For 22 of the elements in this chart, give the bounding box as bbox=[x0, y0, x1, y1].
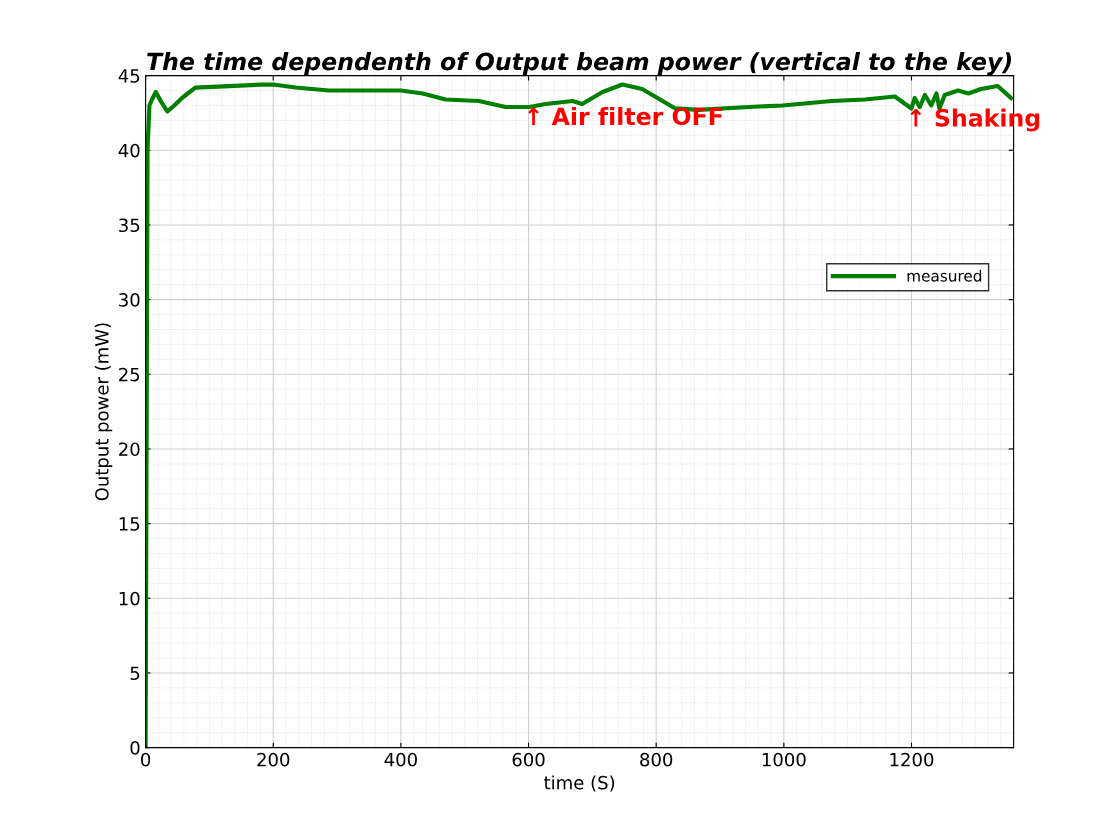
y-tick-label: 10 bbox=[119, 591, 140, 606]
y-tick-label: 15 bbox=[119, 517, 140, 531]
y-tick-label: 5 bbox=[130, 666, 140, 681]
y-tick-label: 20 bbox=[119, 442, 140, 457]
y-tick-label: 0 bbox=[130, 741, 140, 755]
x-tick-label: 1200 bbox=[890, 752, 934, 767]
x-axis-title: time (S) bbox=[544, 775, 615, 792]
x-tick-label: 800 bbox=[640, 752, 673, 767]
y-tick-label: 35 bbox=[119, 218, 140, 233]
x-tick-label: 1000 bbox=[762, 752, 806, 767]
annotation: ↑ Air filter OFF bbox=[528, 106, 722, 126]
x-tick-label: 200 bbox=[257, 752, 290, 767]
y-axis-title: Output power (mW) bbox=[94, 323, 113, 501]
legend-label: measured bbox=[907, 269, 982, 282]
x-tick-label: 600 bbox=[512, 752, 545, 767]
x-tick-label: 400 bbox=[384, 752, 417, 767]
y-tick-label: 30 bbox=[119, 293, 140, 307]
x-tick-label: 0 bbox=[141, 752, 151, 767]
y-tick-label: 45 bbox=[118, 69, 140, 83]
y-tick-label: 25 bbox=[119, 367, 140, 382]
y-tick-label: 40 bbox=[118, 143, 140, 158]
chart-title: The time dependenth of Output beam power (vertical to the key) bbox=[147, 52, 1011, 76]
